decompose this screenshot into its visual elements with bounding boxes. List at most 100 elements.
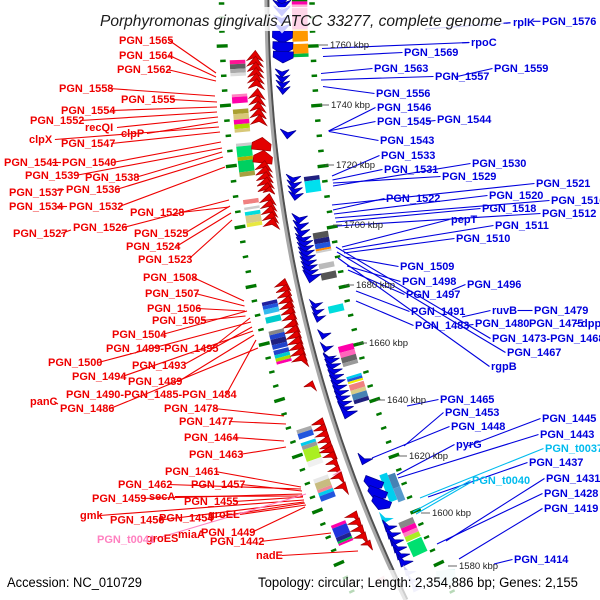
svg-text:1620 kbp: 1620 kbp — [409, 451, 448, 462]
svg-text:groEL: groEL — [208, 509, 240, 521]
svg-text:1680 kbp: 1680 kbp — [356, 280, 395, 291]
svg-text:PGN_1541: PGN_1541 — [4, 157, 58, 169]
svg-text:PGN_1569: PGN_1569 — [404, 47, 458, 59]
svg-text:PGN_1490-PGN_1485-PGN_1484: PGN_1490-PGN_1485-PGN_1484 — [66, 389, 237, 401]
svg-text:PGN_1456: PGN_1456 — [110, 515, 164, 527]
svg-text:PGN_1493: PGN_1493 — [132, 360, 186, 372]
svg-text:Accession: NC_010729: Accession: NC_010729 — [7, 575, 142, 590]
svg-text:Porphyromonas gingivalis ATCC: Porphyromonas gingivalis ATCC 33277, com… — [100, 13, 502, 30]
svg-text:PGN_1449: PGN_1449 — [201, 527, 255, 539]
svg-text:ruvB: ruvB — [492, 305, 517, 317]
svg-text:1660 kbp: 1660 kbp — [369, 338, 408, 349]
svg-text:PGN_1558: PGN_1558 — [59, 83, 113, 95]
svg-text:panC: panC — [30, 396, 58, 408]
svg-text:PGN_1462: PGN_1462 — [118, 479, 172, 491]
svg-text:dpp: dpp — [581, 318, 600, 330]
svg-text:PGN_1516: PGN_1516 — [551, 195, 600, 207]
svg-text:PGN_1538: PGN_1538 — [85, 172, 139, 184]
svg-text:PGN_1448: PGN_1448 — [451, 421, 505, 433]
svg-text:1720 kbp: 1720 kbp — [336, 160, 375, 171]
svg-text:PGN_1559: PGN_1559 — [494, 63, 548, 75]
svg-text:PGN_1543: PGN_1543 — [380, 135, 434, 147]
svg-text:PGN_1529: PGN_1529 — [442, 171, 496, 183]
svg-text:PGN_1510: PGN_1510 — [456, 233, 510, 245]
svg-text:recQI: recQI — [85, 122, 113, 134]
svg-text:PGN_1489: PGN_1489 — [128, 376, 182, 388]
svg-text:PGN_1511: PGN_1511 — [495, 220, 549, 232]
svg-text:PGN_1523: PGN_1523 — [138, 254, 192, 266]
svg-text:Topology: circular; Length: 2,: Topology: circular; Length: 2,354,886 bp… — [258, 575, 578, 590]
svg-text:PGN_1455: PGN_1455 — [184, 496, 238, 508]
svg-text:PGN_1556: PGN_1556 — [376, 88, 430, 100]
svg-text:PGN_1554: PGN_1554 — [61, 105, 116, 117]
svg-text:PGN_1477: PGN_1477 — [179, 416, 233, 428]
svg-text:PGN_1536: PGN_1536 — [66, 184, 120, 196]
svg-text:PGN_1525: PGN_1525 — [134, 228, 188, 240]
svg-text:PGN_1443: PGN_1443 — [540, 429, 594, 441]
svg-text:PGN_t0037: PGN_t0037 — [545, 443, 600, 455]
svg-text:PGN_1520: PGN_1520 — [489, 190, 543, 202]
svg-text:1740 kbp: 1740 kbp — [331, 100, 370, 111]
svg-text:PGN_1526: PGN_1526 — [73, 222, 127, 234]
svg-text:PGN_1500: PGN_1500 — [48, 357, 102, 369]
svg-text:PGN_1486: PGN_1486 — [60, 403, 114, 415]
svg-text:nadE: nadE — [256, 550, 283, 562]
svg-text:PGN_1453: PGN_1453 — [445, 407, 499, 419]
svg-text:PGN_1496: PGN_1496 — [467, 279, 521, 291]
svg-text:PGN_1546: PGN_1546 — [377, 102, 431, 114]
svg-text:PGN_1499-PGN_1495: PGN_1499-PGN_1495 — [106, 343, 219, 355]
svg-text:miaA: miaA — [178, 529, 205, 541]
svg-text:PGN_1475: PGN_1475 — [529, 318, 583, 330]
svg-text:PGN_1479: PGN_1479 — [534, 305, 588, 317]
svg-text:PGN_1539: PGN_1539 — [25, 170, 79, 182]
svg-text:PGN_1533: PGN_1533 — [381, 150, 435, 162]
svg-text:PGN_1491: PGN_1491 — [411, 306, 465, 318]
svg-text:PGN_1504: PGN_1504 — [112, 329, 167, 341]
svg-text:PGN_1437: PGN_1437 — [529, 457, 583, 469]
svg-text:PGN_1512: PGN_1512 — [542, 208, 596, 220]
svg-text:PGN_1506: PGN_1506 — [147, 303, 201, 315]
svg-text:PGN_1463: PGN_1463 — [189, 449, 243, 461]
svg-text:PGN_1562: PGN_1562 — [117, 64, 171, 76]
svg-text:rgpB: rgpB — [491, 361, 517, 373]
svg-text:PGN_1464: PGN_1464 — [184, 432, 239, 444]
svg-text:rpoC: rpoC — [471, 37, 497, 49]
svg-text:PGN_1473-PGN_1468: PGN_1473-PGN_1468 — [492, 333, 600, 345]
svg-text:PGN_1521: PGN_1521 — [536, 178, 590, 190]
svg-text:PGN_1564: PGN_1564 — [119, 50, 174, 62]
svg-text:PGN_1494: PGN_1494 — [72, 371, 127, 383]
svg-text:PGN_1428: PGN_1428 — [544, 488, 598, 500]
svg-text:PGN_1576: PGN_1576 — [542, 16, 596, 28]
svg-text:PGN_1540: PGN_1540 — [62, 157, 116, 169]
svg-text:PGN_1508: PGN_1508 — [143, 272, 197, 284]
svg-text:PGN_t0041: PGN_t0041 — [97, 534, 155, 546]
svg-text:clpX: clpX — [29, 134, 53, 146]
svg-text:PGN_1419: PGN_1419 — [544, 503, 598, 515]
svg-text:1760 kbp: 1760 kbp — [330, 40, 369, 51]
svg-text:PGN_1414: PGN_1414 — [514, 554, 569, 566]
svg-text:PGN_1467: PGN_1467 — [507, 347, 561, 359]
svg-text:PGN_1552: PGN_1552 — [30, 115, 84, 127]
svg-text:PGN_1534: PGN_1534 — [9, 201, 64, 213]
svg-text:secA: secA — [149, 491, 175, 503]
svg-text:PGN_1545: PGN_1545 — [377, 116, 431, 128]
svg-text:clpP: clpP — [121, 128, 144, 140]
svg-text:pepT: pepT — [451, 214, 478, 226]
svg-text:PGN_1478: PGN_1478 — [164, 403, 218, 415]
svg-text:PGN_1544: PGN_1544 — [437, 114, 492, 126]
svg-text:PGN_1445: PGN_1445 — [542, 413, 596, 425]
svg-text:pyrG: pyrG — [456, 439, 482, 451]
svg-text:PGN_1531: PGN_1531 — [384, 164, 438, 176]
svg-text:PGN_1527: PGN_1527 — [13, 228, 67, 240]
svg-text:PGN_1480: PGN_1480 — [475, 318, 529, 330]
svg-text:PGN_1537: PGN_1537 — [9, 187, 63, 199]
svg-text:groES: groES — [146, 533, 178, 545]
svg-text:PGN_1530: PGN_1530 — [472, 158, 526, 170]
svg-text:PGN_1509: PGN_1509 — [400, 261, 454, 273]
svg-text:rplK: rplK — [513, 17, 535, 29]
svg-text:PGN_1505: PGN_1505 — [152, 315, 206, 327]
svg-text:PGN_1497: PGN_1497 — [406, 289, 460, 301]
svg-text:PGN_1431: PGN_1431 — [546, 473, 600, 485]
svg-text:PGN_1465: PGN_1465 — [440, 394, 494, 406]
svg-text:PGN_1454: PGN_1454 — [159, 513, 214, 525]
